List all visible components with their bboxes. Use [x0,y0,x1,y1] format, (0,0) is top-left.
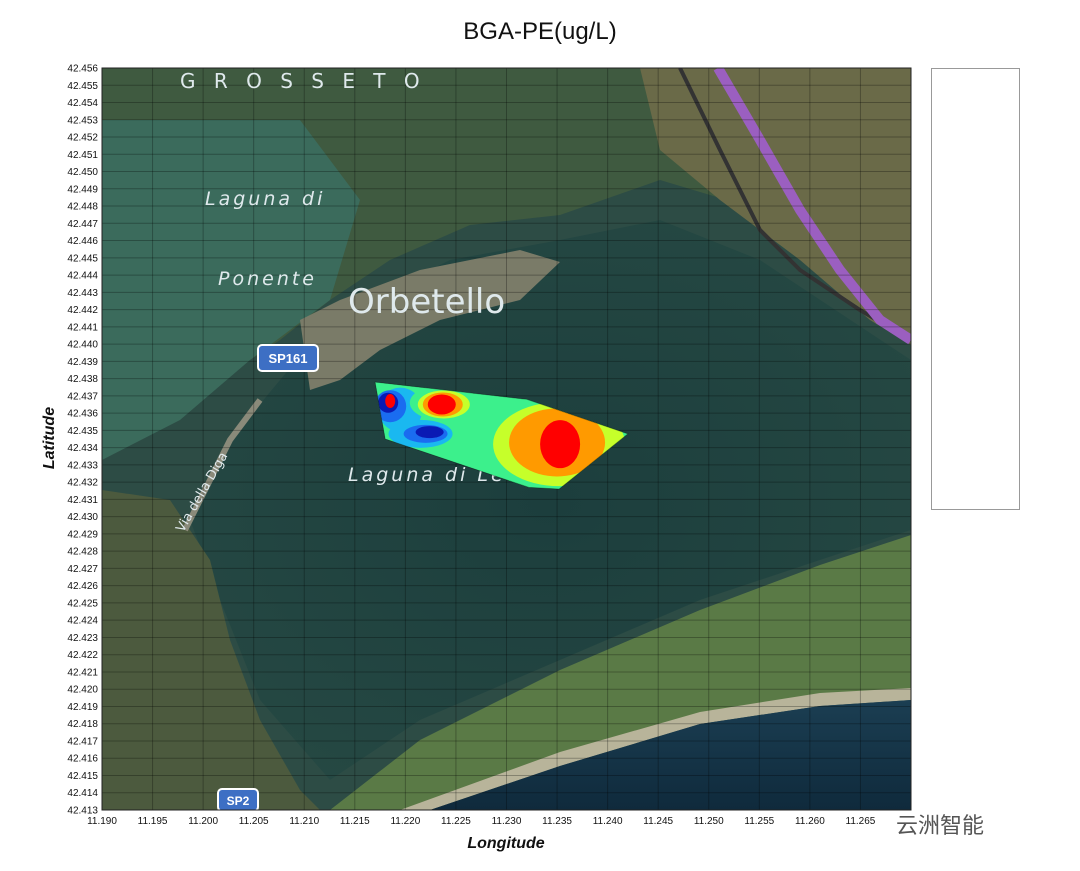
plot-frame [101,67,912,811]
map-label-orbetello: Orbetello [348,282,505,322]
y-tick-label: 42.434 [67,443,98,454]
y-tick-label: 42.419 [67,702,98,713]
x-tick-label: 11.200 [188,816,218,827]
y-tick-label: 42.435 [67,426,98,437]
colorbar-tick-label: -1.7051 [962,373,996,384]
y-tick-label: 42.433 [67,460,98,471]
colorbar-segment [946,435,955,494]
x-tick-label: 11.250 [694,816,724,827]
map-label-laguna-di: Laguna di [205,188,325,210]
x-tick-label: 11.205 [239,816,269,827]
map-label-sp2: SP2 [227,794,250,808]
x-tick-label: 11.240 [593,816,623,827]
x-axis-ticks: 11.190 11.195 11.200 11.205 11.210 11.215 11.2… [87,816,876,827]
x-tick-label: 11.210 [289,816,319,827]
x-tick-label: 11.265 [846,816,876,827]
x-tick-label: 11.255 [744,816,774,827]
y-tick-label: 42.444 [67,271,98,282]
x-tick-label: 11.230 [492,816,522,827]
x-tick-label: 11.190 [87,816,117,827]
y-tick-label: 42.432 [67,478,98,489]
y-tick-label: 42.423 [67,633,98,644]
y-tick-label: 42.439 [67,357,98,368]
y-tick-label: 42.453 [67,115,98,126]
y-tick-label: 42.440 [67,340,98,351]
colorbar-segment [946,202,955,261]
contour-band [540,420,581,469]
colorbar-segment [946,86,955,145]
colorbar-tick-label: -0.0371 [962,140,996,151]
colorbar-tick-label: -2.5391 [962,489,996,500]
y-tick-label: 42.448 [67,202,98,213]
y-tick-label: 42.415 [67,771,98,782]
x-tick-label: 11.260 [795,816,825,827]
colorbar-tick-label: -1.2881 [962,315,996,326]
y-tick-label: 42.417 [67,736,98,747]
y-tick-label: 42.443 [67,288,98,299]
colorbar-tick-label: -0.8711 [962,257,996,268]
y-tick-label: 42.441 [67,322,98,333]
y-axis-ticks: 42.456 42.455 42.454 42.453 42.452 42.451 42.4… [67,64,98,817]
contour-outline [374,381,629,490]
y-tick-label: 42.446 [67,236,98,247]
y-tick-label: 42.449 [67,184,98,195]
contour-band [415,426,444,439]
y-tick-label: 42.424 [67,616,98,627]
y-tick-label: 42.431 [67,495,98,506]
grid-lines [101,67,911,811]
y-tick-label: 42.455 [67,81,98,92]
map-label-grosseto: G R O S S E T O [180,69,426,93]
y-tick-label: 42.413 [67,806,98,817]
colorbar-segment [946,260,955,319]
y-tick-label: 42.420 [67,685,98,696]
colorbar-segment [946,144,955,203]
x-tick-label: 11.235 [542,816,572,827]
y-tick-label: 42.429 [67,529,98,540]
y-tick-label: 42.422 [67,650,98,661]
y-tick-label: 42.451 [67,150,98,161]
y-tick-label: 42.437 [67,391,98,402]
y-tick-label: 42.430 [67,512,98,523]
colorbar-tick-label: -2.1221 [962,431,996,442]
y-tick-label: 42.447 [67,219,98,230]
y-tick-label: 42.438 [67,374,98,385]
x-tick-label: 11.225 [441,816,471,827]
y-tick-label: 42.427 [67,564,98,575]
x-axis-label: Longitude [467,835,544,852]
y-tick-label: 42.436 [67,409,98,420]
y-tick-label: 42.452 [67,133,98,144]
y-tick-label: 42.445 [67,253,98,264]
y-tick-label: 42.442 [67,305,98,316]
map-label-sp161: SP161 [268,351,307,366]
y-tick-label: 42.418 [67,719,98,730]
watermark-text: 云洲智能 [896,814,985,839]
y-tick-label: 42.414 [67,788,98,799]
y-tick-label: 42.421 [67,667,98,678]
y-tick-label: 42.454 [67,98,98,109]
x-tick-label: 11.215 [340,816,370,827]
contour-band [427,394,456,415]
y-tick-label: 42.456 [67,64,98,75]
y-tick-label: 42.425 [67,598,98,609]
y-tick-label: 42.428 [67,547,98,558]
colorbar: 0.3799 -0.0371 -0.4541 -0.8711 -1.2881 -1.705… [946,82,996,500]
y-tick-label: 42.416 [67,754,98,765]
satellite-map [102,68,911,810]
colorbar-tick-label: -0.4541 [962,198,996,209]
colorbar-segment [946,377,955,436]
x-tick-label: 11.245 [643,816,673,827]
contour-band [385,394,396,409]
x-tick-label: 11.220 [390,816,420,827]
colorbar-segment [946,318,955,377]
y-axis-label: Latitude [41,407,58,469]
chart-title: BGA-PE(ug/L) [463,18,617,45]
map-shield-sp2: SP2 [217,788,259,812]
map-shield-sp161: SP161 [257,344,319,372]
colorbar-tick-label: 0.3799 [962,82,993,93]
x-tick-label: 11.195 [138,816,168,827]
map-label-ponente: Ponente [218,268,317,290]
y-tick-label: 42.450 [67,167,98,178]
y-tick-label: 42.426 [67,581,98,592]
